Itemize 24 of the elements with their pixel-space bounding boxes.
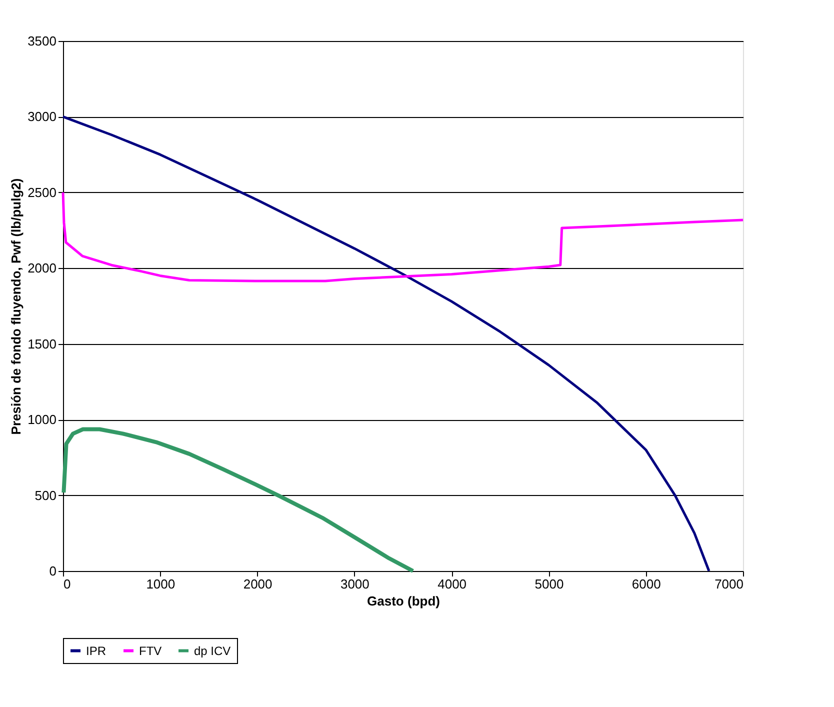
y-tick-label: 1000 — [28, 412, 56, 428]
line-series — [62, 191, 744, 282]
x-tick-label: 7000 — [714, 576, 744, 592]
x-tick-label: 5000 — [534, 576, 564, 592]
y-tick-label: 3000 — [28, 109, 56, 124]
x-tick-label: 2000 — [243, 576, 272, 592]
y-axis-title: Presión de fondo fluyendo, Pwf (lb/pulg2) — [8, 178, 24, 435]
y-tick-label: 2500 — [28, 184, 56, 200]
x-axis-title: Gasto (bpd) — [367, 594, 440, 608]
y-tick-label: 3500 — [28, 34, 56, 48]
x-tick-label: 4000 — [438, 576, 467, 592]
y-tick-label: 2000 — [28, 260, 56, 276]
y-tick-label: 0 — [49, 564, 56, 578]
legend-label: dp ICV — [194, 644, 231, 658]
legend-label: IPR — [86, 644, 106, 658]
y-tick-label: 500 — [34, 488, 56, 503]
x-tick-label: 0 — [64, 576, 71, 592]
x-tick-label: 6000 — [632, 576, 661, 592]
line-series — [62, 427, 416, 573]
x-tick-label: 3000 — [340, 576, 370, 592]
y-tick-label: 1500 — [28, 336, 56, 352]
x-tick-label: 1000 — [146, 576, 176, 592]
legend-label: FTV — [139, 644, 162, 658]
line-series — [62, 115, 710, 572]
